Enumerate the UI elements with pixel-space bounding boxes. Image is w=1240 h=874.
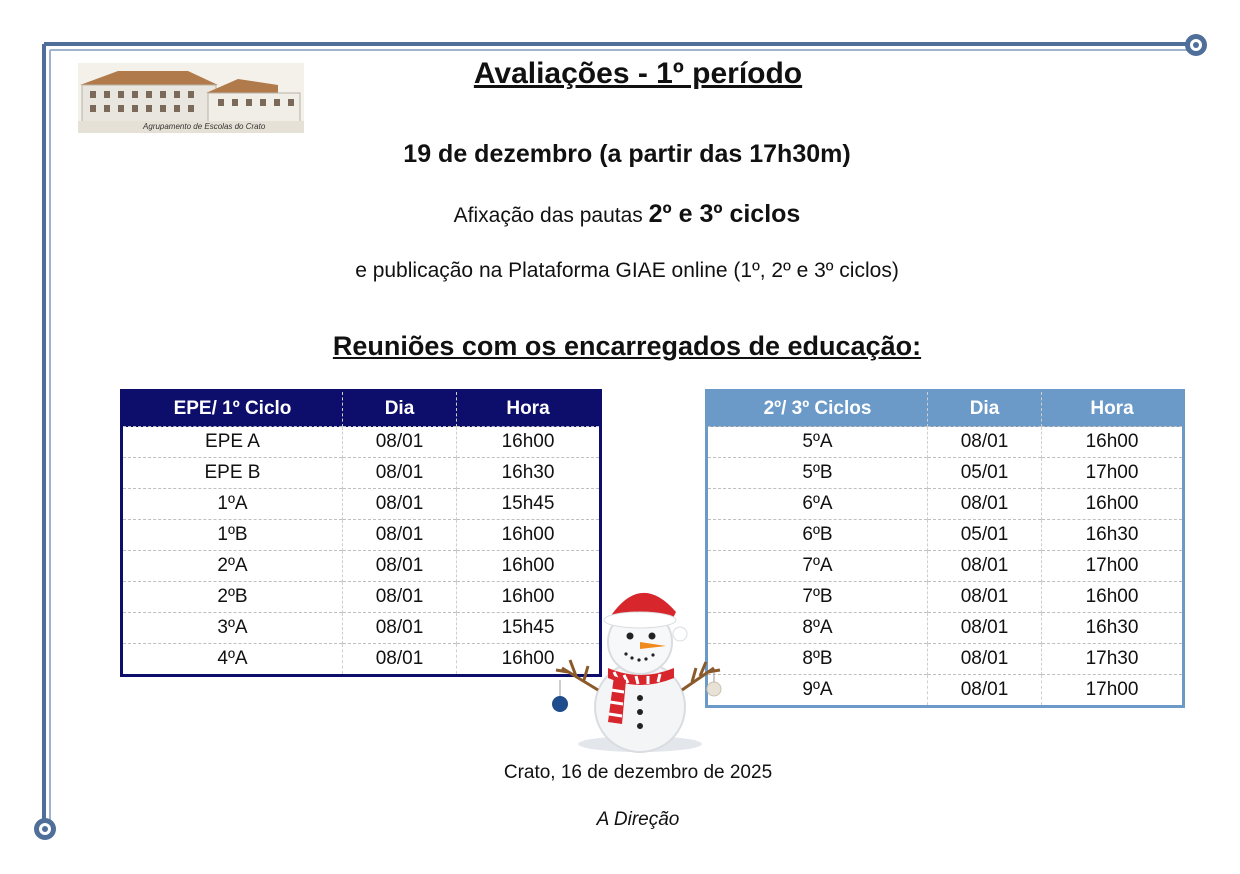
table-row: 5ºB 05/01 17h00: [706, 457, 1184, 489]
hora-cell: 16h00: [1041, 581, 1184, 613]
hora-cell: 16h00: [456, 426, 601, 458]
snowman-icon: [552, 592, 722, 753]
afixacao-highlight: 2º e 3º ciclos: [648, 200, 801, 228]
table-row: EPE B 08/01 16h30: [121, 457, 601, 489]
turma-cell: 4ºA: [121, 643, 343, 676]
dia-cell: 08/01: [927, 426, 1042, 458]
column-header-dia: Dia: [927, 390, 1042, 427]
table-row: EPE A 08/01 16h00: [121, 426, 601, 458]
table-epe-1-ciclo: EPE/ 1º Ciclo Dia Hora EPE A 08/01 16h00 EP…: [120, 389, 602, 677]
dia-cell: 08/01: [927, 581, 1042, 613]
dia-cell: 05/01: [927, 457, 1042, 489]
hora-cell: 16h00: [456, 519, 601, 551]
table-row: 5ºA 08/01 16h00: [706, 426, 1184, 458]
afixacao-prefix: Afixação das pautas: [453, 204, 649, 227]
hora-cell: 17h00: [1041, 457, 1184, 489]
signature: A Direção: [596, 809, 680, 830]
turma-cell: 7ºB: [706, 581, 928, 613]
page-title: Avaliações - 1º período: [473, 57, 803, 90]
dia-cell: 05/01: [927, 519, 1042, 551]
table-row: 7ºA 08/01 17h00: [706, 550, 1184, 582]
hora-cell: 16h00: [456, 581, 601, 613]
hora-cell: 17h30: [1041, 643, 1184, 675]
dia-cell: 08/01: [342, 457, 457, 489]
table-row: 6ºB 05/01 16h30: [706, 519, 1184, 551]
hora-cell: 16h00: [456, 550, 601, 582]
dia-cell: 08/01: [342, 643, 457, 676]
column-header-hora: Hora: [456, 390, 601, 427]
table-row: 2ºB 08/01 16h00: [121, 581, 601, 613]
dia-cell: 08/01: [342, 550, 457, 582]
publicacao-line: e publicação na Plataforma GIAE online (…: [355, 259, 899, 282]
dia-cell: 08/01: [927, 612, 1042, 644]
hora-cell: 16h30: [1041, 612, 1184, 644]
dia-cell: 08/01: [927, 674, 1042, 707]
turma-cell: EPE A: [121, 426, 343, 458]
turma-cell: 1ºB: [121, 519, 343, 551]
turma-cell: 9ºA: [706, 674, 928, 707]
dia-cell: 08/01: [927, 488, 1042, 520]
table-row: 7ºB 08/01 16h00: [706, 581, 1184, 613]
place-date: Crato, 16 de dezembro de 2025: [503, 762, 773, 783]
dia-cell: 08/01: [342, 612, 457, 644]
turma-cell: 5ºA: [706, 426, 928, 458]
frame-ornament-top-right-icon: [1185, 34, 1207, 56]
turma-cell: 8ºB: [706, 643, 928, 675]
hora-cell: 15h45: [456, 488, 601, 520]
table-2-3-ciclos: 2º/ 3º Ciclos Dia Hora 5ºA 08/01 16h00 5ºB 0…: [705, 389, 1185, 708]
turma-cell: 5ºB: [706, 457, 928, 489]
table-row: 6ºA 08/01 16h00: [706, 488, 1184, 520]
hora-cell: 16h30: [1041, 519, 1184, 551]
turma-cell: 8ºA: [706, 612, 928, 644]
turma-cell: 2ºA: [121, 550, 343, 582]
column-header-turma: 2º/ 3º Ciclos: [706, 390, 928, 427]
logo-caption: Agrupamento de Escolas do Crato: [143, 122, 266, 131]
hora-cell: 16h30: [456, 457, 601, 489]
table-row: 2ºA 08/01 16h00: [121, 550, 601, 582]
release-date: 19 de dezembro (a partir das 17h30m): [403, 140, 851, 168]
hora-cell: 16h00: [1041, 488, 1184, 520]
dia-cell: 08/01: [927, 643, 1042, 675]
turma-cell: 6ºB: [706, 519, 928, 551]
turma-cell: 3ºA: [121, 612, 343, 644]
dia-cell: 08/01: [342, 426, 457, 458]
turma-cell: EPE B: [121, 457, 343, 489]
table-row: 3ºA 08/01 15h45: [121, 612, 601, 644]
column-header-turma: EPE/ 1º Ciclo: [121, 390, 343, 427]
hora-cell: 16h00: [456, 643, 601, 676]
hora-cell: 16h00: [1041, 426, 1184, 458]
table-row: 1ºB 08/01 16h00: [121, 519, 601, 551]
table-row: 1ºA 08/01 15h45: [121, 488, 601, 520]
dia-cell: 08/01: [342, 581, 457, 613]
table-row: 9ºA 08/01 17h00: [706, 674, 1184, 707]
turma-cell: 1ºA: [121, 488, 343, 520]
turma-cell: 2ºB: [121, 581, 343, 613]
hora-cell: 17h00: [1041, 674, 1184, 707]
column-header-hora: Hora: [1041, 390, 1184, 427]
dia-cell: 08/01: [342, 519, 457, 551]
afixacao-line: Afixação das pautas 2º e 3º ciclos: [7, 200, 1240, 229]
table-row: 8ºA 08/01 16h30: [706, 612, 1184, 644]
hora-cell: 15h45: [456, 612, 601, 644]
meetings-title: Reuniões com os encarregados de educação…: [332, 331, 922, 361]
dia-cell: 08/01: [342, 488, 457, 520]
turma-cell: 6ºA: [706, 488, 928, 520]
turma-cell: 7ºA: [706, 550, 928, 582]
column-header-dia: Dia: [342, 390, 457, 427]
table-row: 8ºB 08/01 17h30: [706, 643, 1184, 675]
school-logo: [78, 63, 304, 133]
hora-cell: 17h00: [1041, 550, 1184, 582]
table-row: 4ºA 08/01 16h00: [121, 643, 601, 676]
dia-cell: 08/01: [927, 550, 1042, 582]
